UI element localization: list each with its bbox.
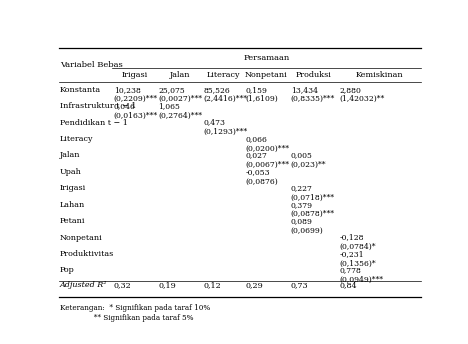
Text: Pop: Pop xyxy=(60,267,75,275)
Text: 0,778
(0,0949)***: 0,778 (0,0949)*** xyxy=(339,267,383,284)
Text: Irigasi: Irigasi xyxy=(60,184,86,192)
Text: 0,066
(0,0200)***: 0,066 (0,0200)*** xyxy=(245,135,289,152)
Text: Pendidikan t − 1: Pendidikan t − 1 xyxy=(60,119,128,127)
Text: 0,089
(0,0699): 0,089 (0,0699) xyxy=(291,217,323,235)
Text: 25,075
(0,0027)***: 25,075 (0,0027)*** xyxy=(159,86,203,103)
Text: Literacy: Literacy xyxy=(206,71,240,79)
Text: -0,128
(0,0784)*: -0,128 (0,0784)* xyxy=(339,234,376,251)
Text: ** Signifikan pada taraf 5%: ** Signifikan pada taraf 5% xyxy=(60,314,193,322)
Text: 0,73: 0,73 xyxy=(291,281,308,289)
Text: 0,005
(0,023)**: 0,005 (0,023)** xyxy=(291,151,326,169)
Text: Nonpetani: Nonpetani xyxy=(245,71,288,79)
Text: 85,526
(2,4416)***: 85,526 (2,4416)*** xyxy=(204,86,248,103)
Text: -0,053
(0,0876): -0,053 (0,0876) xyxy=(245,168,278,185)
Text: Kemiskinan: Kemiskinan xyxy=(356,71,403,79)
Text: 0,84: 0,84 xyxy=(339,281,357,289)
Text: Infrastruktur t − 1: Infrastruktur t − 1 xyxy=(60,102,136,110)
Text: 13,434
(0,8335)***: 13,434 (0,8335)*** xyxy=(291,86,335,103)
Text: Persamaan: Persamaan xyxy=(243,54,290,62)
Text: Literacy: Literacy xyxy=(60,135,94,143)
Text: 0,159
(1,6109): 0,159 (1,6109) xyxy=(245,86,278,103)
Text: 0,19: 0,19 xyxy=(159,281,176,289)
Text: Konstanta: Konstanta xyxy=(60,86,101,94)
Text: Adjusted R²: Adjusted R² xyxy=(60,281,108,289)
Text: Produksi: Produksi xyxy=(295,71,331,79)
Text: Nonpetani: Nonpetani xyxy=(60,234,102,241)
Text: 0,32: 0,32 xyxy=(114,281,132,289)
Text: 2,880
(1,42032)**: 2,880 (1,42032)** xyxy=(339,86,385,103)
Text: Lahan: Lahan xyxy=(60,201,85,209)
Text: 0,473
(0,1293)***: 0,473 (0,1293)*** xyxy=(204,119,248,136)
Text: Keterangan:  * Signifikan pada taraf 10%: Keterangan: * Signifikan pada taraf 10% xyxy=(60,304,210,312)
Text: 0,046
(0,0163)***: 0,046 (0,0163)*** xyxy=(114,102,158,120)
Text: 1,065
(0,2764)***: 1,065 (0,2764)*** xyxy=(159,102,203,120)
Text: Jalan: Jalan xyxy=(169,71,190,79)
Text: Jalan: Jalan xyxy=(60,151,80,160)
Text: -0,231
(0,1356)*: -0,231 (0,1356)* xyxy=(339,250,376,268)
Text: 0,227
(0,0718)***: 0,227 (0,0718)*** xyxy=(291,184,335,202)
Text: 10,238
(0,2209)***: 10,238 (0,2209)*** xyxy=(114,86,158,103)
Text: 0,027
(0,0067)***: 0,027 (0,0067)*** xyxy=(245,151,289,169)
Text: Irigasi: Irigasi xyxy=(122,71,148,79)
Text: Variabel Bebas: Variabel Bebas xyxy=(60,61,123,69)
Text: Petani: Petani xyxy=(60,217,86,225)
Text: 0,29: 0,29 xyxy=(245,281,263,289)
Text: 0,12: 0,12 xyxy=(204,281,221,289)
Text: Upah: Upah xyxy=(60,168,82,176)
Text: Produktivitas: Produktivitas xyxy=(60,250,114,258)
Text: 0,379
(0,0878)***: 0,379 (0,0878)*** xyxy=(291,201,335,218)
